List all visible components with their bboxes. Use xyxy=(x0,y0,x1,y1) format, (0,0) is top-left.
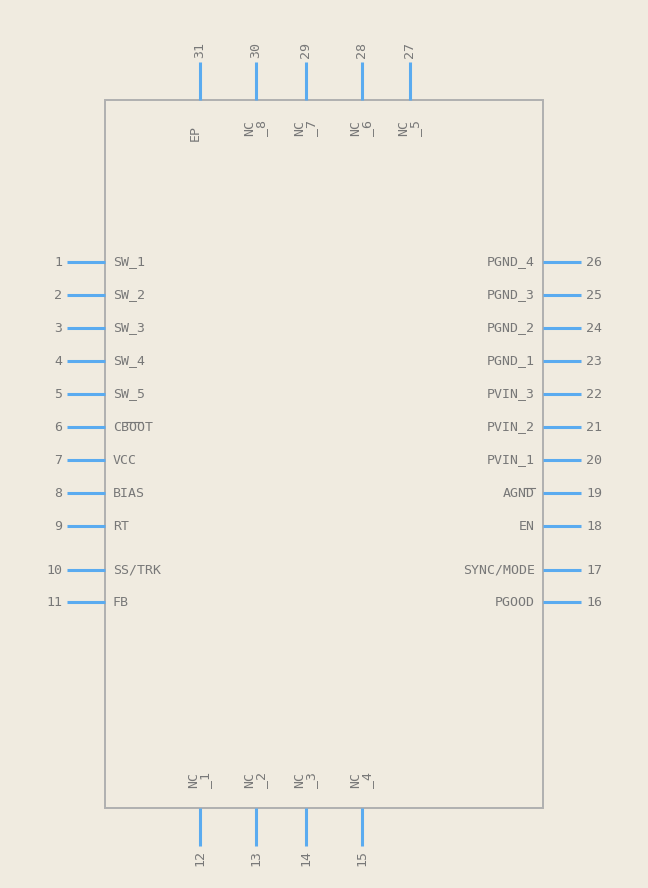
Text: SW_2: SW_2 xyxy=(113,289,145,302)
Text: NC
_4: NC _4 xyxy=(349,772,375,788)
Text: NC
_3: NC _3 xyxy=(294,772,319,788)
Text: 22: 22 xyxy=(586,387,602,400)
Text: 4: 4 xyxy=(54,354,62,368)
Text: EN: EN xyxy=(519,519,535,533)
Text: 5: 5 xyxy=(54,387,62,400)
Text: 6: 6 xyxy=(54,421,62,433)
Text: PGND_4: PGND_4 xyxy=(487,256,535,268)
Text: PVIN_1: PVIN_1 xyxy=(487,454,535,466)
Text: 18: 18 xyxy=(586,519,602,533)
Text: NC
_8: NC _8 xyxy=(244,120,268,136)
Text: NC
_2: NC _2 xyxy=(244,772,268,788)
Text: AGND: AGND xyxy=(503,487,535,499)
Text: NC
_7: NC _7 xyxy=(294,120,319,136)
Text: SW_1: SW_1 xyxy=(113,256,145,268)
Text: FB: FB xyxy=(113,596,129,608)
Text: SW_3: SW_3 xyxy=(113,321,145,335)
Text: 14: 14 xyxy=(299,850,312,866)
Text: 7: 7 xyxy=(54,454,62,466)
Text: 21: 21 xyxy=(586,421,602,433)
Text: SW_5: SW_5 xyxy=(113,387,145,400)
Text: PGND_3: PGND_3 xyxy=(487,289,535,302)
Text: 9: 9 xyxy=(54,519,62,533)
Text: RT: RT xyxy=(113,519,129,533)
Text: 17: 17 xyxy=(586,564,602,576)
Text: 28: 28 xyxy=(356,42,369,58)
Text: 1: 1 xyxy=(54,256,62,268)
Text: 23: 23 xyxy=(586,354,602,368)
Text: EP: EP xyxy=(189,125,202,141)
Text: SW_4: SW_4 xyxy=(113,354,145,368)
Text: SYNC/MODE: SYNC/MODE xyxy=(463,564,535,576)
Text: 8: 8 xyxy=(54,487,62,499)
Text: 29: 29 xyxy=(299,42,312,58)
Text: CBOOT: CBOOT xyxy=(113,421,153,433)
Text: 13: 13 xyxy=(249,850,262,866)
Text: VCC: VCC xyxy=(113,454,137,466)
Text: NC
_6: NC _6 xyxy=(349,120,375,136)
Text: 11: 11 xyxy=(46,596,62,608)
Text: 27: 27 xyxy=(404,42,417,58)
Text: NC
_5: NC _5 xyxy=(397,120,422,136)
Text: 30: 30 xyxy=(249,42,262,58)
Text: 3: 3 xyxy=(54,321,62,335)
Text: 25: 25 xyxy=(586,289,602,302)
Text: 15: 15 xyxy=(356,850,369,866)
Text: SS/TRK: SS/TRK xyxy=(113,564,161,576)
Text: 16: 16 xyxy=(586,596,602,608)
Text: 24: 24 xyxy=(586,321,602,335)
Bar xyxy=(105,100,543,808)
Text: PVIN_2: PVIN_2 xyxy=(487,421,535,433)
Text: 2: 2 xyxy=(54,289,62,302)
Text: PGND_1: PGND_1 xyxy=(487,354,535,368)
Text: 10: 10 xyxy=(46,564,62,576)
Text: BIAS: BIAS xyxy=(113,487,145,499)
Text: 26: 26 xyxy=(586,256,602,268)
Text: PGND_2: PGND_2 xyxy=(487,321,535,335)
Text: 12: 12 xyxy=(194,850,207,866)
Text: 31: 31 xyxy=(194,42,207,58)
Text: NC
_1: NC _1 xyxy=(187,772,213,788)
Text: PVIN_3: PVIN_3 xyxy=(487,387,535,400)
Text: PGOOD: PGOOD xyxy=(495,596,535,608)
Text: 20: 20 xyxy=(586,454,602,466)
Text: 19: 19 xyxy=(586,487,602,499)
